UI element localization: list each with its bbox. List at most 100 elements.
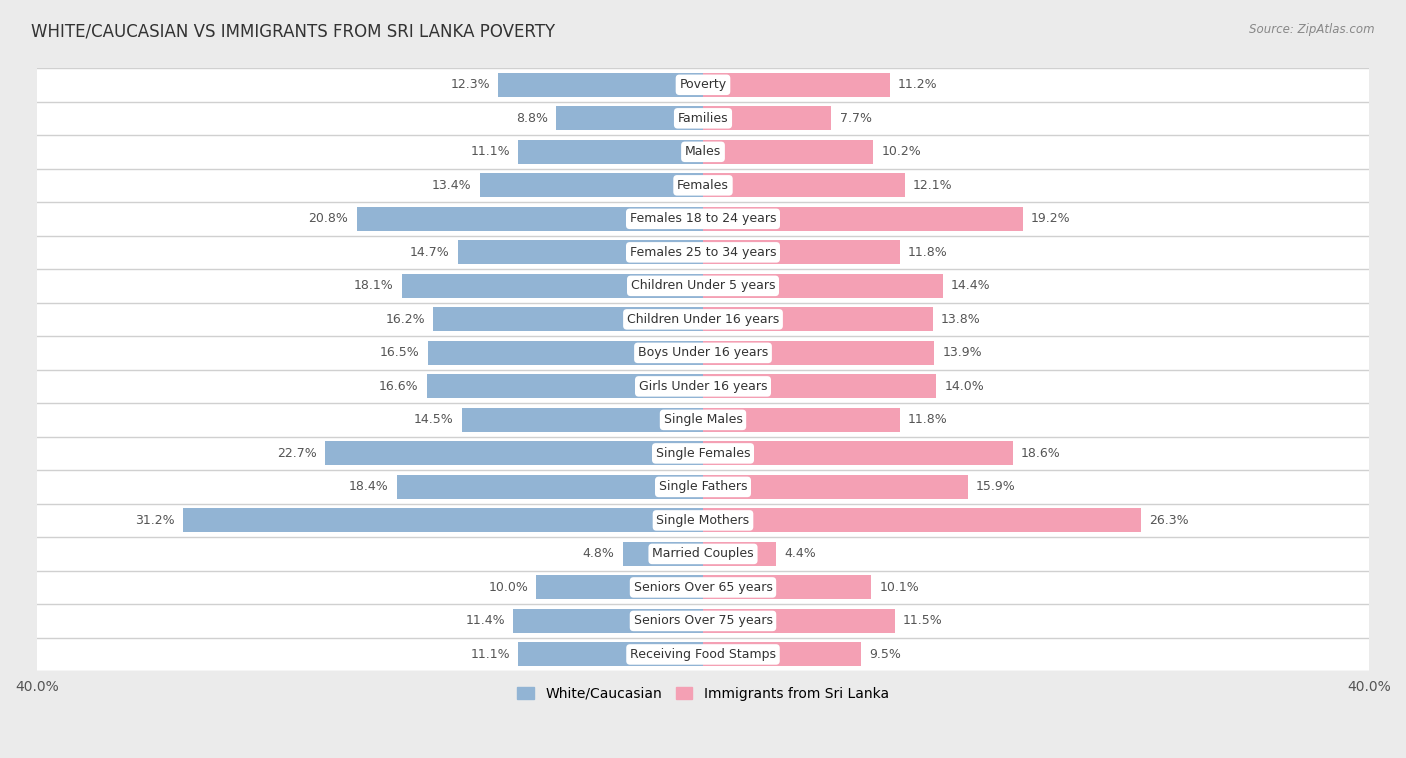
Text: 13.9%: 13.9% [943, 346, 983, 359]
Bar [703, 174, 904, 197]
Text: 31.2%: 31.2% [135, 514, 176, 527]
Text: 14.5%: 14.5% [413, 413, 453, 427]
Text: Receiving Food Stamps: Receiving Food Stamps [630, 648, 776, 661]
Legend: White/Caucasian, Immigrants from Sri Lanka: White/Caucasian, Immigrants from Sri Lan… [512, 681, 894, 706]
Text: 11.1%: 11.1% [470, 146, 510, 158]
Text: Families: Families [678, 112, 728, 125]
Bar [703, 575, 872, 600]
Text: 13.8%: 13.8% [941, 313, 981, 326]
Bar [498, 73, 703, 97]
Bar [519, 139, 703, 164]
Bar [37, 503, 1369, 537]
Bar [519, 642, 703, 666]
Bar [37, 68, 1369, 102]
Text: 4.4%: 4.4% [785, 547, 817, 560]
Text: 4.8%: 4.8% [583, 547, 614, 560]
Bar [37, 302, 1369, 336]
Text: 12.3%: 12.3% [450, 78, 489, 91]
Text: WHITE/CAUCASIAN VS IMMIGRANTS FROM SRI LANKA POVERTY: WHITE/CAUCASIAN VS IMMIGRANTS FROM SRI L… [31, 23, 555, 41]
Bar [557, 106, 703, 130]
Bar [703, 73, 890, 97]
Text: Girls Under 16 years: Girls Under 16 years [638, 380, 768, 393]
Bar [37, 102, 1369, 135]
Bar [37, 403, 1369, 437]
Text: 14.4%: 14.4% [950, 280, 991, 293]
Text: 14.7%: 14.7% [411, 246, 450, 258]
Bar [623, 542, 703, 566]
Bar [703, 642, 862, 666]
Text: 18.4%: 18.4% [349, 481, 388, 493]
Bar [37, 336, 1369, 370]
Text: 20.8%: 20.8% [308, 212, 349, 225]
Text: 13.4%: 13.4% [432, 179, 471, 192]
Text: 22.7%: 22.7% [277, 447, 316, 460]
Bar [37, 202, 1369, 236]
Text: Boys Under 16 years: Boys Under 16 years [638, 346, 768, 359]
Text: 10.0%: 10.0% [488, 581, 529, 594]
Text: 11.4%: 11.4% [465, 615, 505, 628]
Bar [183, 509, 703, 532]
Bar [37, 571, 1369, 604]
Text: Males: Males [685, 146, 721, 158]
Text: 18.6%: 18.6% [1021, 447, 1060, 460]
Bar [37, 269, 1369, 302]
Text: Children Under 16 years: Children Under 16 years [627, 313, 779, 326]
Bar [703, 609, 894, 633]
Text: 12.1%: 12.1% [912, 179, 952, 192]
Bar [37, 470, 1369, 503]
Bar [513, 609, 703, 633]
Text: Seniors Over 75 years: Seniors Over 75 years [634, 615, 772, 628]
Text: 15.9%: 15.9% [976, 481, 1017, 493]
Text: 9.5%: 9.5% [869, 648, 901, 661]
Text: 8.8%: 8.8% [516, 112, 548, 125]
Bar [703, 207, 1022, 231]
Bar [357, 207, 703, 231]
Text: Children Under 5 years: Children Under 5 years [631, 280, 775, 293]
Bar [461, 408, 703, 432]
Text: Poverty: Poverty [679, 78, 727, 91]
Bar [37, 637, 1369, 671]
Text: 7.7%: 7.7% [839, 112, 872, 125]
Bar [37, 370, 1369, 403]
Text: 11.8%: 11.8% [908, 413, 948, 427]
Text: Females 18 to 24 years: Females 18 to 24 years [630, 212, 776, 225]
Text: 10.1%: 10.1% [880, 581, 920, 594]
Text: 11.8%: 11.8% [908, 246, 948, 258]
Bar [429, 341, 703, 365]
Bar [703, 106, 831, 130]
Text: 10.2%: 10.2% [882, 146, 921, 158]
Text: Married Couples: Married Couples [652, 547, 754, 560]
Bar [325, 441, 703, 465]
Bar [37, 604, 1369, 637]
Text: 11.1%: 11.1% [470, 648, 510, 661]
Bar [703, 475, 967, 499]
Text: Females: Females [678, 179, 728, 192]
Bar [703, 509, 1142, 532]
Bar [703, 441, 1012, 465]
Bar [426, 374, 703, 399]
Bar [479, 174, 703, 197]
Bar [37, 537, 1369, 571]
Bar [703, 341, 935, 365]
Text: 11.5%: 11.5% [903, 615, 942, 628]
Bar [402, 274, 703, 298]
Text: Single Males: Single Males [664, 413, 742, 427]
Text: Source: ZipAtlas.com: Source: ZipAtlas.com [1250, 23, 1375, 36]
Text: 16.5%: 16.5% [380, 346, 420, 359]
Bar [703, 374, 936, 399]
Text: Single Females: Single Females [655, 447, 751, 460]
Bar [703, 307, 932, 331]
Bar [703, 408, 900, 432]
Text: 11.2%: 11.2% [898, 78, 938, 91]
Text: Females 25 to 34 years: Females 25 to 34 years [630, 246, 776, 258]
Bar [537, 575, 703, 600]
Text: 26.3%: 26.3% [1149, 514, 1189, 527]
Bar [703, 139, 873, 164]
Text: 16.6%: 16.6% [378, 380, 418, 393]
Bar [37, 437, 1369, 470]
Text: 14.0%: 14.0% [945, 380, 984, 393]
Text: 19.2%: 19.2% [1031, 212, 1071, 225]
Bar [396, 475, 703, 499]
Text: 16.2%: 16.2% [385, 313, 425, 326]
Text: Seniors Over 65 years: Seniors Over 65 years [634, 581, 772, 594]
